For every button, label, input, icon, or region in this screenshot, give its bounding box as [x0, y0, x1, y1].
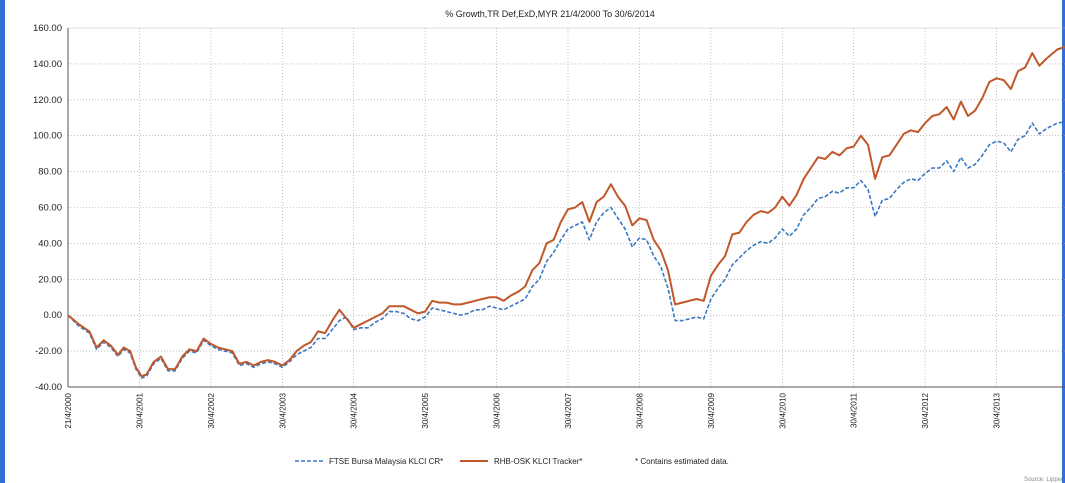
x-tick-label: 30/4/2004	[350, 392, 359, 428]
y-tick-label: 80.00	[38, 167, 62, 178]
series-line-2	[67, 45, 1065, 378]
x-tick-label: 30/4/2010	[778, 392, 787, 428]
legend-footnote: * Contains estimated data.	[635, 457, 729, 466]
x-tick-label: 21/4/2000	[64, 392, 73, 428]
series-line-1	[67, 120, 1065, 379]
y-tick-label: 140.00	[33, 59, 62, 70]
chart-grid	[68, 28, 1065, 387]
series-lines	[67, 45, 1065, 379]
x-tick-label: 30/4/2009	[707, 392, 716, 428]
x-tick-label: 30/4/2001	[135, 392, 144, 428]
chart-legend: FTSE Bursa Malaysia KLCI CR* RHB-OSK KLCI…	[295, 457, 729, 466]
y-tick-label: 20.00	[38, 274, 62, 285]
x-axis-ticks: 21/4/2000 30/4/2001 30/4/2002 30/4/2003 30/4…	[64, 392, 1065, 428]
x-tick-label: 30/4/2008	[635, 392, 644, 428]
x-tick-label: 30/4/2012	[921, 392, 930, 428]
source-note: Source: Lipper	[1024, 477, 1063, 483]
y-tick-label: -20.00	[35, 346, 62, 357]
legend-label-2: RHB-OSK KLCI Tracker*	[494, 457, 582, 466]
x-tick-label: 30/4/2003	[278, 392, 287, 428]
x-tick-label: 30/4/2013	[993, 392, 1002, 428]
y-tick-label: -40.00	[35, 382, 62, 393]
y-tick-label: 0.00	[44, 310, 63, 321]
y-axis-ticks: 160.00 140.00 120.00 100.00 80.00 60.00 40.00 2…	[33, 23, 62, 393]
x-tick-label: 30/4/2006	[493, 392, 502, 428]
y-tick-label: 160.00	[33, 23, 62, 34]
legend-label-1: FTSE Bursa Malaysia KLCI CR*	[329, 457, 443, 466]
line-chart: % Growth,TR Def,ExD,MYR 21/4/2000 To 30/…	[33, 9, 1065, 483]
chart-title: % Growth,TR Def,ExD,MYR 21/4/2000 To 30/…	[445, 9, 654, 19]
x-tick-label: 30/4/2002	[207, 392, 216, 428]
x-tick-label: 30/4/2011	[850, 392, 859, 428]
y-tick-label: 60.00	[38, 203, 62, 214]
y-tick-label: 40.00	[38, 238, 62, 249]
y-tick-label: 100.00	[33, 131, 62, 142]
chart-axes	[67, 27, 1065, 388]
y-tick-label: 120.00	[33, 95, 62, 106]
x-tick-label: 30/4/2005	[421, 392, 430, 428]
x-tick-label: 30/4/2007	[564, 392, 573, 428]
